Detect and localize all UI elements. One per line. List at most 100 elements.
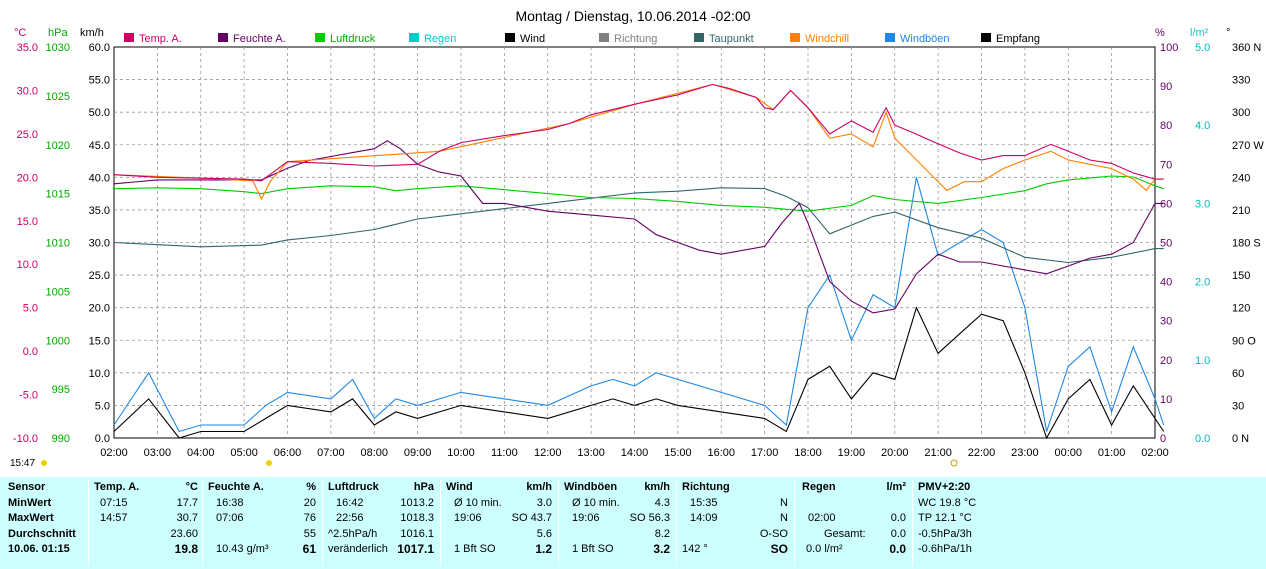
direction-column: Richtung 15:35 N 14:09 N O-SO 142 ° SO <box>682 480 790 566</box>
legend-swatch <box>409 33 419 42</box>
durchschnitt-label: Durchschnitt <box>8 527 76 540</box>
gust-current: 3.2 <box>653 542 670 556</box>
rain-header: Regen <box>802 481 836 493</box>
time-tick-label: 02:00 <box>1141 447 1169 459</box>
temp-tick-label: 20.0 <box>17 172 38 184</box>
pressure-max-time: 22:56 <box>336 512 364 524</box>
legend-swatch <box>885 33 895 42</box>
legend: Temp. A. Feuchte A. Luftdruck Regen Wind Rich… <box>124 33 1040 45</box>
temp-min: 17.7 <box>176 496 198 509</box>
rain-value: 0.0 <box>890 512 906 524</box>
wind-column: Wind km/h Ø 10 min. 3.0 19:06 SO 43.7 5.6 1… <box>446 480 554 566</box>
humidity-tick-label: 80 <box>1160 120 1172 132</box>
sensor-header: Sensor <box>8 481 46 493</box>
axis-unit-labels: °C hPa km/h % l/m² ° <box>14 27 1230 39</box>
rain-total: 0.0 <box>890 527 906 540</box>
legend-label: Wind <box>520 33 545 45</box>
wind-tick-label: 45.0 <box>89 140 110 152</box>
time-tick-label: 00:00 <box>1054 447 1082 459</box>
temp-current: 19.8 <box>174 542 198 556</box>
humidity-max-time: 07:06 <box>216 512 244 524</box>
minwert-label: MinWert <box>8 496 52 509</box>
humidity-tick-label: 40 <box>1160 277 1172 289</box>
temp-unit: °C <box>185 481 198 493</box>
pressure-current: 1017.1 <box>397 542 434 556</box>
rain-tick-label: 2.0 <box>1195 277 1210 289</box>
rain-column: Regen l/m² 02:00 0.0 Gesamt: 0.0 0.0 l/m² 0.… <box>802 480 908 566</box>
temp-header: Temp. A. <box>94 481 140 493</box>
humidity-tick-label: 10 <box>1160 394 1172 406</box>
direction-tick-label: 120 <box>1232 303 1250 315</box>
gust-column: Windböen km/h Ø 10 min. 4.3 19:06 SO 56.3 8… <box>564 480 672 566</box>
series-line-windchill <box>113 83 1164 201</box>
gust-max-time: 19:06 <box>572 512 600 524</box>
direction-tick-label: 360 N <box>1232 42 1261 54</box>
temp-avg: 23.60 <box>170 527 198 540</box>
legend-swatch <box>218 33 228 42</box>
pmv-header: PMV+2:20 <box>918 481 971 493</box>
humidity-tick-label: 90 <box>1160 81 1172 93</box>
corner-time: 15:47 <box>10 458 35 469</box>
rain-unit-label: l/m² <box>1190 27 1209 39</box>
pressure-min: 1013.2 <box>400 496 434 509</box>
temp-tick-label: 0.0 <box>23 346 38 358</box>
time-tick-label: 17:00 <box>751 447 779 459</box>
temp-max-time: 14:57 <box>100 512 128 524</box>
pressure-tick-label: 990 <box>52 433 70 445</box>
legend-label: Windböen <box>900 33 950 45</box>
time-tick-label: 06:00 <box>274 447 302 459</box>
rain-total-label: Gesamt: <box>824 527 866 540</box>
wind-tick-label: 25.0 <box>89 270 110 282</box>
humidity-unit: % <box>306 481 316 493</box>
humidity-tick-label: 100 <box>1160 42 1178 54</box>
legend-label: Regen <box>424 33 456 45</box>
wind-tick-label: 35.0 <box>89 205 110 217</box>
gust-avg10: 4.3 <box>654 496 670 509</box>
wind-unit-label: km/h <box>80 27 104 39</box>
wind-max-time: 19:06 <box>454 512 482 524</box>
temp-tick-label: 15.0 <box>17 216 38 228</box>
humidity-tick-label: 0 <box>1160 433 1166 445</box>
pressure-trend: ^2.5hPa/h <box>328 527 378 540</box>
legend-swatch <box>694 33 704 42</box>
wind-tick-label: 0.0 <box>95 433 110 445</box>
direction-current: SO <box>770 542 788 556</box>
time-tick-label: 01:00 <box>1098 447 1126 459</box>
legend-swatch <box>505 33 515 42</box>
time-tick-label: 20:00 <box>881 447 909 459</box>
pmv-dewpoint: TP 12.1 °C <box>918 512 972 524</box>
gust-avg10-label: Ø 10 min. <box>572 496 620 509</box>
time-tick-label: 18:00 <box>794 447 822 459</box>
temp-column: Temp. A. °C 07:15 17.7 14:57 30.7 23.60 19.… <box>94 480 200 566</box>
pressure-tick-label: 1005 <box>46 286 70 298</box>
gust-bft: 1 Bft SO <box>572 543 614 555</box>
time-tick-label: 05:00 <box>230 447 258 459</box>
temp-tick-label: 10.0 <box>17 259 38 271</box>
wind-tick-label: 15.0 <box>89 335 110 347</box>
pressure-column: Luftdruck hPa 16:42 1013.2 22:56 1018.3 ^2.… <box>328 480 436 566</box>
direction-tick-label: 30 <box>1232 400 1244 412</box>
current-date: 10.06. 01:15 <box>8 543 70 555</box>
wind-tick-label: 50.0 <box>89 107 110 119</box>
legend-swatch <box>790 33 800 42</box>
legend-label: Feuchte A. <box>233 33 286 45</box>
direction-tick-label: 270 W <box>1232 140 1264 152</box>
humidity-current: 61 <box>302 542 316 556</box>
wind-tick-label: 40.0 <box>89 172 110 184</box>
summary-table: Sensor MinWert MaxWert Durchschnitt 10.0… <box>0 477 1266 569</box>
rain-tick-label: 5.0 <box>1195 42 1210 54</box>
humidity-tick-label: 30 <box>1160 316 1172 328</box>
time-tick-label: 23:00 <box>1011 447 1039 459</box>
time-tick-label: 12:00 <box>534 447 562 459</box>
temp-max: 30.7 <box>176 512 198 524</box>
humidity-avg: 55 <box>303 527 316 540</box>
humidity-min-time: 16:38 <box>216 496 244 509</box>
direction-tick-label: 0 N <box>1232 433 1249 445</box>
gust-header: Windböen <box>564 481 618 493</box>
time-tick-label: 22:00 <box>968 447 996 459</box>
pressure-tick-label: 1030 <box>46 42 70 54</box>
pmv-trend-1h: -0.6hPa/1h <box>918 543 972 555</box>
rain-tick-label: 0.0 <box>1195 433 1210 445</box>
gust-max: SO 56.3 <box>629 512 670 524</box>
grid <box>113 46 1156 439</box>
